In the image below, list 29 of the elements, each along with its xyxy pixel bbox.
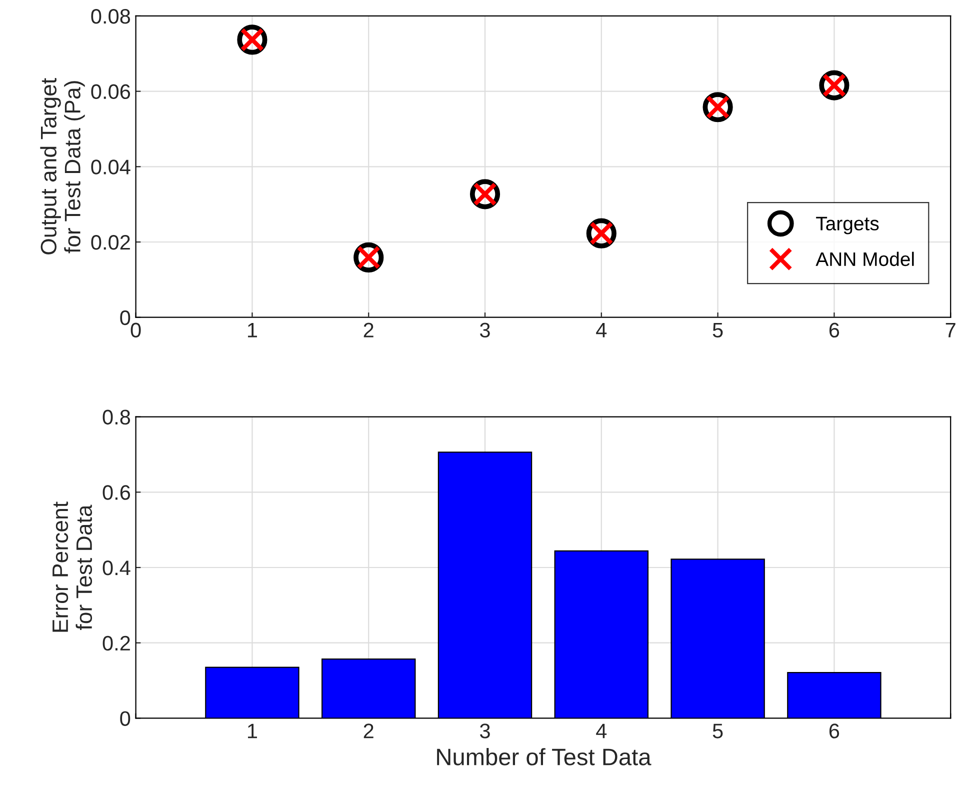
- y-tick-label: 0.02: [91, 235, 130, 250]
- x-tick-label: 3: [480, 724, 490, 738]
- legend-label: ANN Model: [816, 252, 914, 266]
- x-tick-label: 4: [596, 724, 607, 738]
- y-tick-label: 0.06: [91, 84, 130, 100]
- y-tick-label: 0.4: [102, 560, 130, 576]
- x-tick-label: 5: [712, 322, 723, 338]
- x-tick-label: 6: [829, 322, 840, 338]
- legend-label: Targets: [816, 216, 879, 234]
- x-tick-label: 0: [130, 322, 141, 338]
- x-tick-label: 5: [712, 724, 723, 738]
- y-tick-label: 0.6: [102, 485, 130, 500]
- y-tick-label: 0.8: [102, 410, 130, 425]
- y-tick-label: 0.04: [91, 160, 130, 174]
- y-tick-label: 0.08: [91, 8, 130, 24]
- y-tick-label: 0: [120, 711, 130, 726]
- x-tick-label: 6: [829, 724, 840, 738]
- x-axis-title: Number of Test Data: [437, 748, 652, 766]
- x-tick-label: 1: [248, 724, 257, 738]
- x-tick-label: 1: [248, 322, 257, 338]
- y-tick-label: 0.2: [102, 636, 130, 651]
- x-tick-label: 4: [596, 322, 607, 338]
- x-tick-label: 3: [480, 322, 490, 338]
- y-tick-label: 0: [120, 310, 130, 326]
- x-tick-label: 2: [364, 724, 374, 738]
- y-axis-title: Error Percent for Test Data: [52, 502, 92, 632]
- x-tick-label: 2: [364, 322, 374, 338]
- x-tick-label: 7: [946, 322, 956, 338]
- y-axis-title: Output and Target for Test Data (Pa): [40, 78, 85, 254]
